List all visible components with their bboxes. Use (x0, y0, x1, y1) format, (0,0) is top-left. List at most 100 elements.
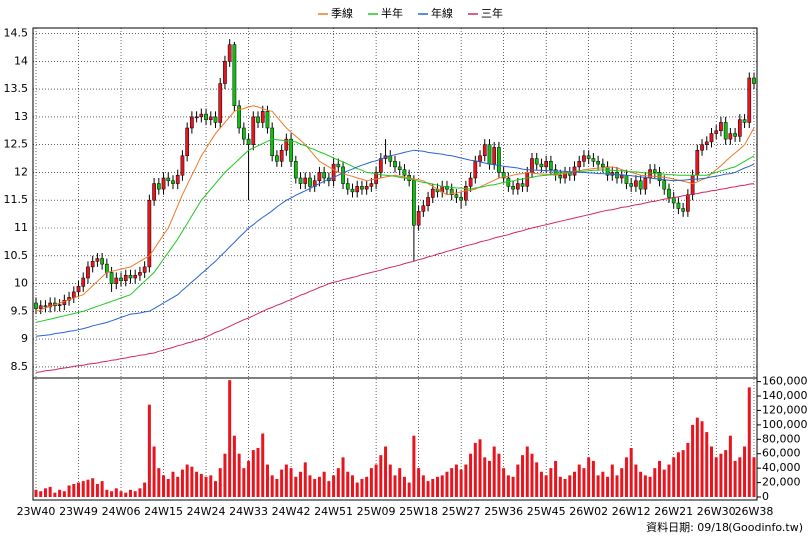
volume-bar (629, 447, 633, 497)
volume-bar (162, 475, 166, 497)
volume-bar (303, 462, 307, 497)
volume-bar (733, 460, 737, 497)
candle-body (449, 188, 454, 195)
candle-body (752, 77, 756, 84)
volume-bar (369, 468, 373, 497)
volume-bar (166, 478, 170, 497)
candle-body (619, 174, 624, 179)
candle-body (100, 258, 104, 265)
candle-body (487, 144, 492, 165)
volume-bar (114, 488, 118, 497)
y2-tick-label: 160,000 (762, 375, 808, 388)
candle-body (482, 144, 487, 157)
volume-bar (341, 457, 345, 497)
volume-bar (388, 464, 392, 497)
volume-bar (639, 471, 643, 497)
volume-bar (355, 482, 359, 497)
candle-body (322, 172, 326, 179)
volume-bar (223, 453, 227, 497)
y-tick-label: 14 (14, 54, 28, 67)
candle-body (704, 141, 709, 145)
candle-body (260, 111, 265, 123)
volume-bar (511, 476, 515, 497)
candle-body (237, 105, 241, 129)
volume-bar (643, 475, 647, 497)
volume-bar (554, 460, 558, 497)
candle-body (733, 133, 737, 137)
candle-body (615, 172, 619, 179)
volume-bar (232, 435, 236, 497)
volume-bar (190, 466, 194, 497)
volume-bar (322, 471, 326, 497)
candle-body (586, 155, 591, 159)
x-tick-label: 25W27 (442, 505, 481, 518)
volume-bar (743, 446, 747, 497)
y-tick-label: 13.5 (4, 82, 29, 95)
volume-bar (525, 446, 529, 497)
volume-bar (478, 439, 482, 497)
volume-bar (284, 464, 288, 497)
candle-body (397, 166, 402, 170)
volume-bar (407, 482, 411, 497)
candle-body (747, 77, 752, 123)
volume-bar (242, 468, 246, 497)
legend-label: 半年 (381, 6, 403, 20)
volume-bar (648, 476, 652, 497)
y2-tick-label: 80,000 (762, 432, 801, 445)
candle-body (634, 180, 638, 187)
candle-body (341, 166, 345, 184)
volume-bar (459, 469, 463, 497)
y2-tick-label: 60,000 (762, 447, 801, 460)
candle-body (123, 274, 128, 282)
candle-body (412, 180, 416, 226)
candle-body (81, 277, 86, 287)
y-tick-label: 11 (14, 221, 28, 234)
candle-body (204, 113, 208, 120)
volume-bar (209, 475, 213, 497)
volume-bar (431, 478, 435, 497)
candle-body (511, 186, 515, 190)
candle-body (530, 158, 534, 173)
candle-body (57, 304, 62, 307)
candle-body (681, 208, 685, 212)
volume-bar (110, 491, 114, 497)
volume-bar (95, 484, 99, 497)
volume-bar (299, 471, 303, 497)
candle-body (194, 116, 199, 119)
candle-body (114, 277, 119, 284)
candle-body (138, 272, 142, 276)
volume-bar (128, 489, 132, 497)
y-tick-label: 13 (14, 110, 28, 123)
volume-bar (426, 481, 430, 497)
candle-body (223, 61, 227, 84)
candle-body (256, 116, 260, 123)
candle-body (213, 116, 218, 123)
volume-bar (714, 457, 718, 497)
volume-bar (691, 424, 695, 497)
candle-body (284, 138, 289, 151)
x-tick-label: 25W18 (399, 505, 438, 518)
volume-bar (195, 471, 199, 497)
candle-body (298, 177, 303, 184)
volume-bar (265, 464, 269, 497)
volume-bar (138, 488, 142, 497)
y-tick-label: 12 (14, 165, 28, 178)
candle-body (501, 172, 506, 179)
volume-bar (681, 450, 685, 497)
volume-bar (180, 469, 184, 497)
x-tick-label: 23W49 (59, 505, 98, 518)
volume-bar (48, 486, 52, 497)
y-tick-label: 10 (14, 277, 28, 290)
y2-tick-label: 140,000 (762, 389, 808, 402)
volume-bar (72, 484, 76, 497)
plot-frame (32, 27, 758, 501)
x-tick-label: 24W24 (187, 505, 226, 518)
candle-body (166, 177, 171, 182)
candle-body (156, 183, 161, 190)
ma-line (35, 138, 755, 323)
candle-body (62, 299, 67, 305)
volume-bar (582, 468, 586, 497)
volume-bar (587, 457, 591, 497)
candle-body (577, 161, 582, 168)
volume-bar (596, 475, 600, 497)
